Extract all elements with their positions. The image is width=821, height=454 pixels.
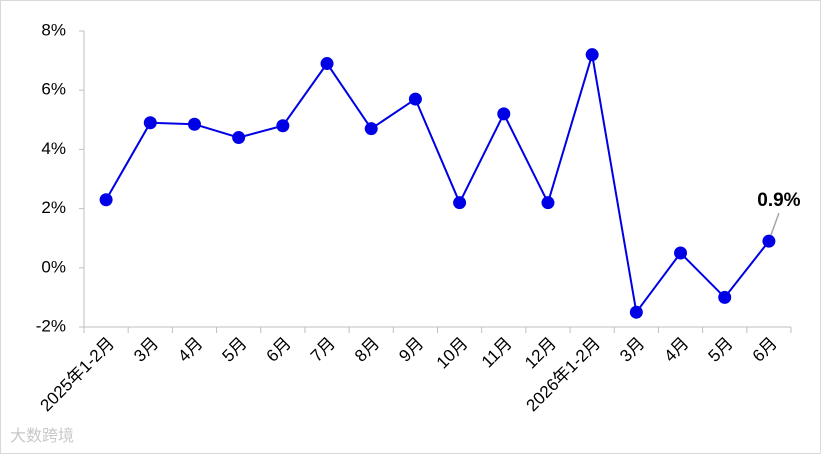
point (497, 107, 511, 121)
point (718, 290, 732, 304)
y-tick-label: 8% (41, 20, 66, 39)
data-label: 0.9% (757, 190, 800, 211)
point (541, 196, 555, 210)
point (585, 48, 599, 62)
series-line (105, 54, 770, 315)
point (629, 305, 643, 319)
y-tick-label: 2% (41, 198, 66, 217)
y-tick-label: 0% (41, 257, 66, 276)
watermark: 大数跨境 (10, 426, 74, 445)
point (99, 193, 113, 207)
point (408, 92, 422, 106)
label-leader (770, 212, 780, 236)
y-tick-label: -2% (36, 316, 66, 335)
point (674, 246, 688, 260)
point (143, 116, 157, 130)
point (320, 57, 334, 71)
y-tick-label: 6% (41, 80, 66, 99)
point (276, 119, 290, 133)
point (364, 122, 378, 136)
point (187, 117, 201, 131)
y-tick-label: 4% (41, 139, 66, 158)
point (762, 234, 776, 248)
point (453, 196, 467, 210)
point (232, 131, 246, 145)
